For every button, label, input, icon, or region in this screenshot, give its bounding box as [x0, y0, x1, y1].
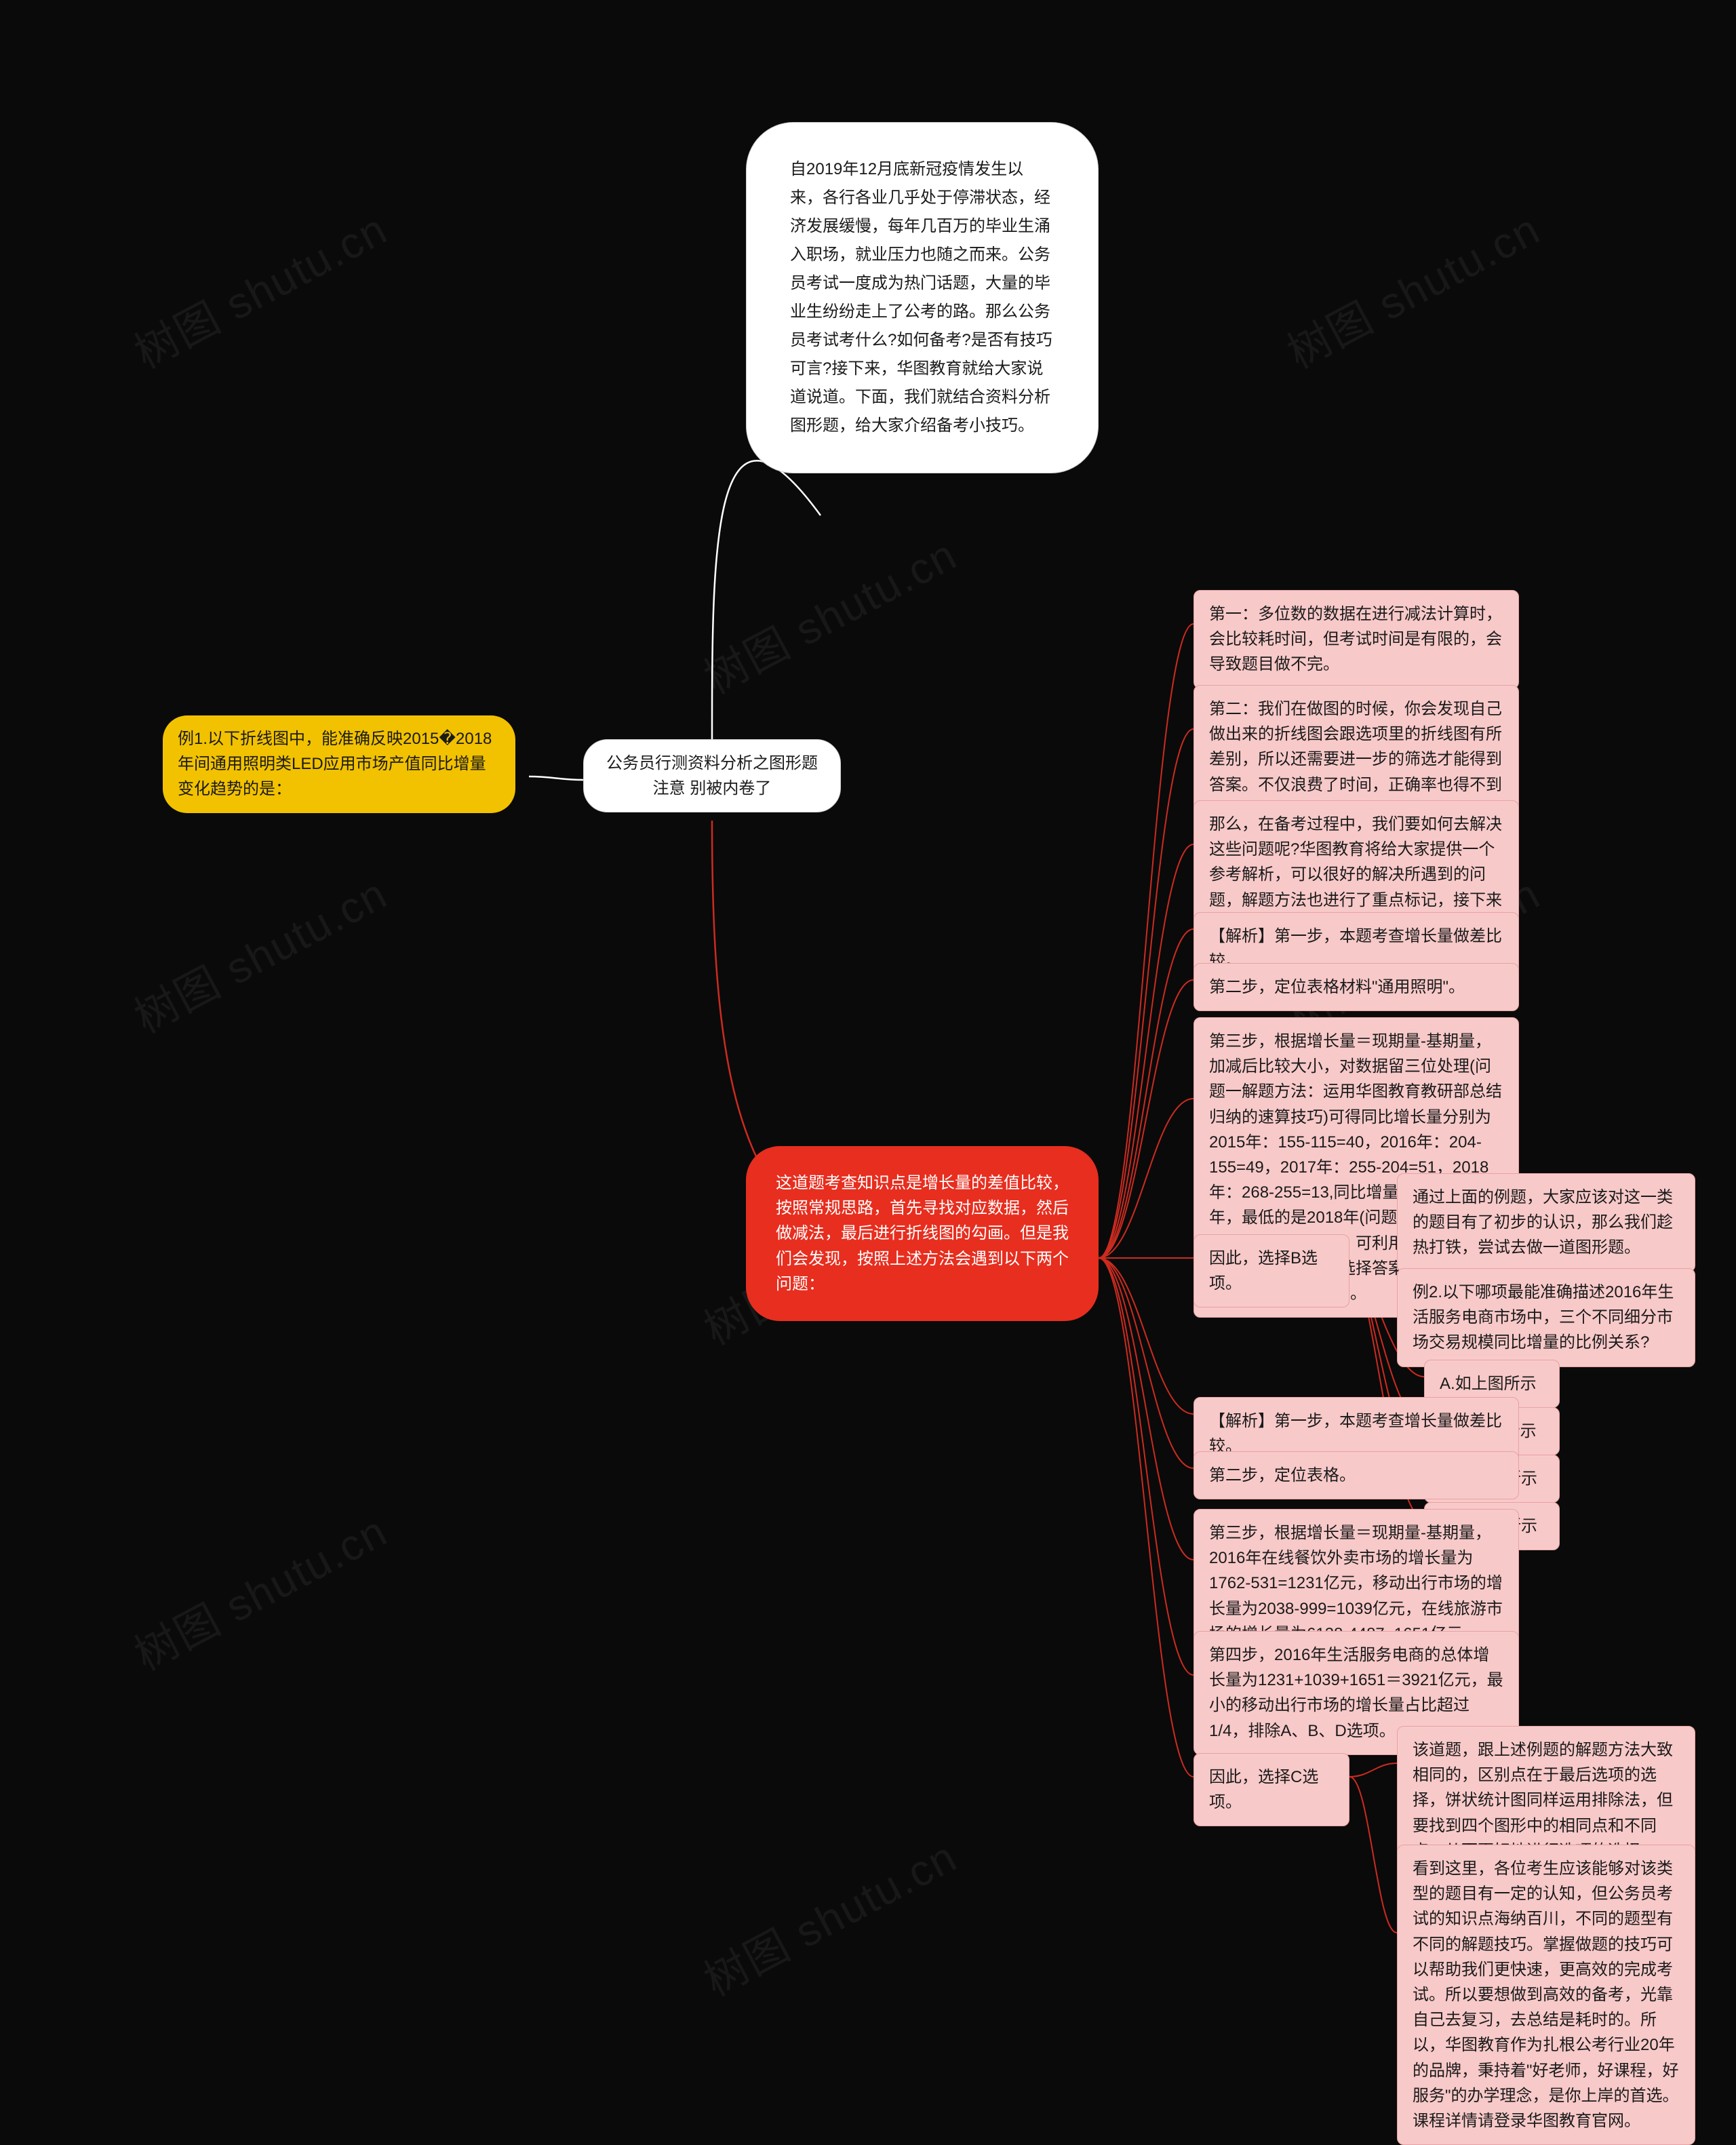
leaf-p10-text: 第三步，根据增长量＝现期量-基期量，2016年在线餐饮外卖市场的增长量为1762… [1209, 1524, 1503, 1643]
leaf-p7-text: 因此，选择B选项。 [1209, 1249, 1318, 1293]
leaf-p7a[interactable]: 通过上面的例题，大家应该对这一类的题目有了初步的认识，那么我们趁热打铁，尝试去做… [1397, 1173, 1695, 1272]
leaf-p12b-text: 看到这里，各位考生应该能够对该类型的题目有一定的认知，但公务员考试的知识点海纳百… [1413, 1859, 1679, 2130]
example1-label: 例1.以下折线图中，能准确反映2015�2018年间通用照明类LED应用市场产值… [178, 730, 492, 798]
leaf-p9-text: 第二步，定位表格。 [1209, 1466, 1356, 1484]
watermark: 树图 shutu.cn [122, 860, 397, 1046]
leaf-p12-text: 因此，选择C选项。 [1209, 1768, 1318, 1811]
leaf-p7a-text: 通过上面的例题，大家应该对这一类的题目有了初步的认识，那么我们趁热打铁，尝试去做… [1413, 1188, 1673, 1257]
leaf-p8-text: 【解析】第一步，本题考查增长量做差比较。 [1209, 1412, 1502, 1455]
leaf-p7b[interactable]: 例2.以下哪项最能准确描述2016年生活服务电商市场中，三个不同细分市场交易规模… [1397, 1268, 1695, 1367]
watermark: 树图 shutu.cn [122, 1497, 397, 1683]
watermark: 树图 shutu.cn [122, 195, 397, 381]
leaf-p5[interactable]: 第二步，定位表格材料"通用照明"。 [1194, 963, 1519, 1011]
leaf-p7b-text: 例2.以下哪项最能准确描述2016年生活服务电商市场中，三个不同细分市场交易规模… [1413, 1283, 1674, 1352]
intro-text: 自2019年12月底新冠疫情发生以来，各行各业几乎处于停滞状态，经济发展缓慢，每… [790, 160, 1052, 435]
red-hub-text: 这道题考查知识点是增长量的差值比较，按照常规思路，首先寻找对应数据，然后做减法，… [776, 1174, 1069, 1293]
root-label: 公务员行测资料分析之图形题 注意 别被内卷了 [606, 754, 818, 798]
leaf-p1-text: 第一：多位数的数据在进行减法计算时，会比较耗时间，但考试时间是有限的，会导致题目… [1209, 605, 1502, 673]
watermark: 树图 shutu.cn [692, 521, 966, 707]
leaf-p1[interactable]: 第一：多位数的数据在进行减法计算时，会比较耗时间，但考试时间是有限的，会导致题目… [1194, 590, 1519, 689]
root-node[interactable]: 公务员行测资料分析之图形题 注意 别被内卷了 [583, 739, 841, 812]
watermark: 树图 shutu.cn [1275, 195, 1550, 381]
leaf-p5-text: 第二步，定位表格材料"通用照明"。 [1209, 978, 1465, 996]
leaf-p7[interactable]: 因此，选择B选项。 [1194, 1234, 1349, 1307]
leaf-p9[interactable]: 第二步，定位表格。 [1194, 1451, 1519, 1499]
leaf-p7c-text: A.如上图所示 [1440, 1375, 1537, 1393]
leaf-p12a-text: 该道题，跟上述例题的解题方法大致相同的，区别点在于最后选项的选择，饼状统计图同样… [1413, 1741, 1673, 1860]
example1-node[interactable]: 例1.以下折线图中，能准确反映2015�2018年间通用照明类LED应用市场产值… [163, 715, 515, 813]
watermark: 树图 shutu.cn [692, 1823, 966, 2009]
leaf-p12[interactable]: 因此，选择C选项。 [1194, 1753, 1349, 1826]
red-hub-node[interactable]: 这道题考查知识点是增长量的差值比较，按照常规思路，首先寻找对应数据，然后做减法，… [746, 1146, 1099, 1321]
intro-node[interactable]: 自2019年12月底新冠疫情发生以来，各行各业几乎处于停滞状态，经济发展缓慢，每… [746, 122, 1099, 473]
leaf-p12b[interactable]: 看到这里，各位考生应该能够对该类型的题目有一定的认知，但公务员考试的知识点海纳百… [1397, 1845, 1695, 2145]
